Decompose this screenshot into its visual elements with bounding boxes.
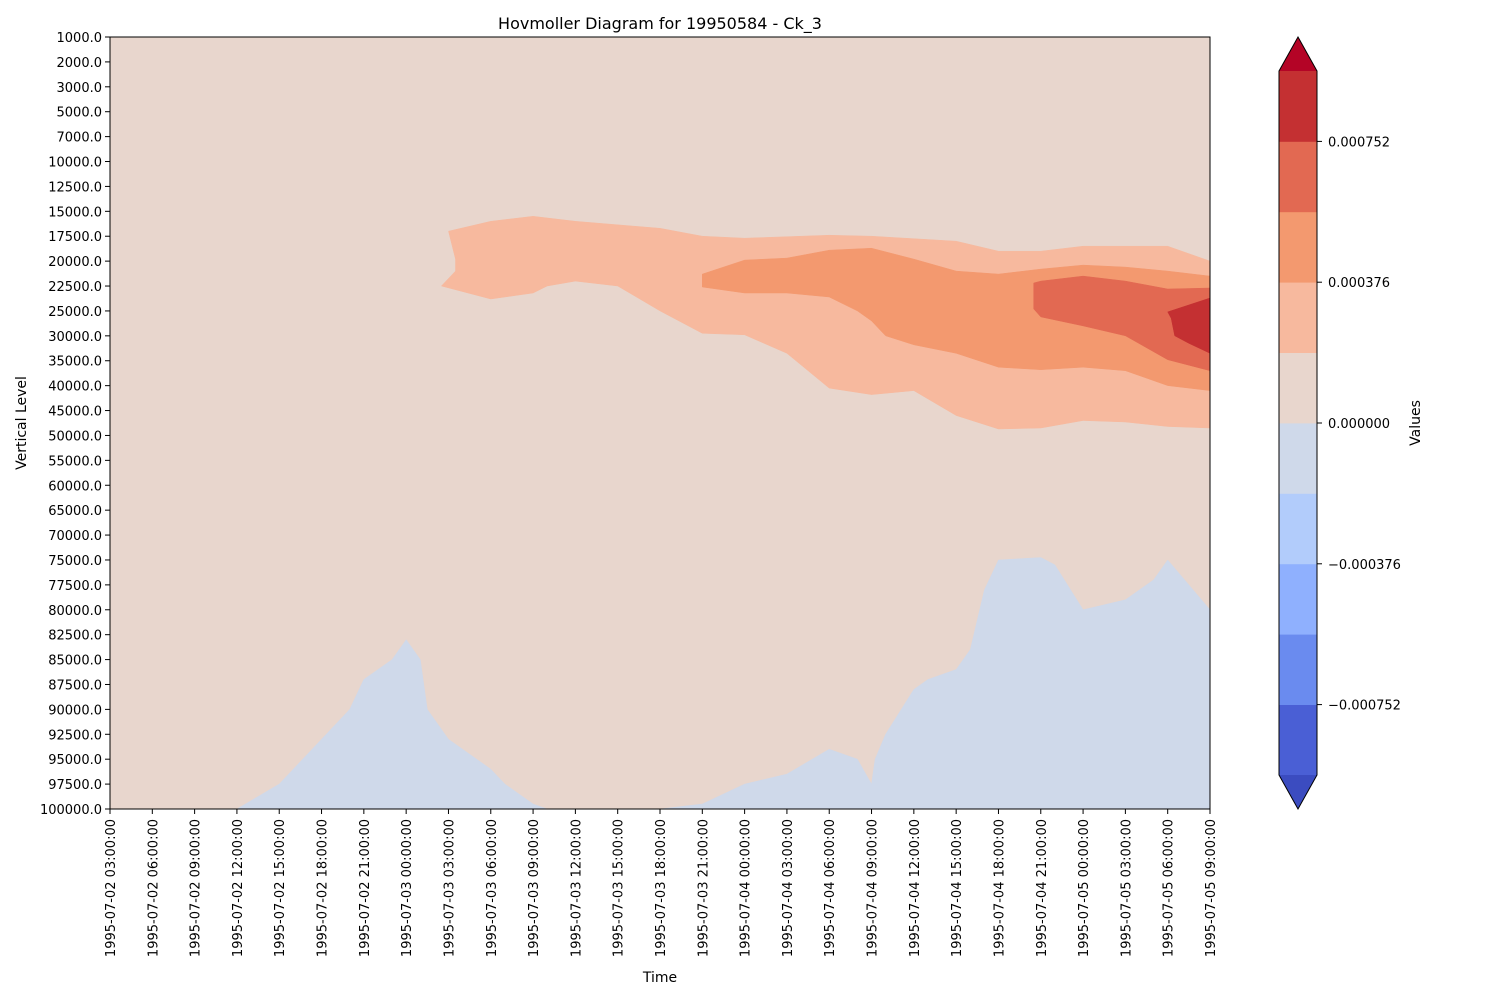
colorbar-tick-label: 0.000376 (1328, 276, 1390, 291)
y-tick-label: 92500.0 (48, 728, 102, 743)
y-tick-label: 45000.0 (48, 405, 102, 420)
x-tick-label: 1995-07-03 00:00:00 (400, 819, 415, 957)
y-tick-label: 10000.0 (48, 156, 102, 171)
y-tick-label: 7000.0 (57, 131, 103, 146)
y-tick-label: 80000.0 (48, 604, 102, 619)
x-tick-label: 1995-07-02 12:00:00 (231, 819, 246, 957)
x-tick-label: 1995-07-03 18:00:00 (654, 819, 669, 957)
y-tick-label: 22500.0 (48, 280, 102, 295)
x-tick-label: 1995-07-04 21:00:00 (1035, 819, 1050, 957)
x-tick-label: 1995-07-03 03:00:00 (442, 819, 457, 957)
chart-title: Hovmoller Diagram for 19950584 - Ck_3 (498, 14, 822, 34)
x-tick-label: 1995-07-02 03:00:00 (104, 819, 119, 957)
x-tick-label: 1995-07-04 03:00:00 (781, 819, 796, 957)
colorbar-band (1279, 634, 1317, 705)
y-tick-label: 25000.0 (48, 305, 102, 320)
x-tick-label: 1995-07-05 03:00:00 (1119, 819, 1134, 957)
x-tick-label: 1995-07-02 15:00:00 (273, 819, 288, 957)
y-tick-label: 95000.0 (48, 753, 102, 768)
x-tick-label: 1995-07-03 21:00:00 (696, 819, 711, 957)
y-tick-label: 77500.0 (48, 579, 102, 594)
colorbar-extend-max (1279, 37, 1317, 71)
y-axis: 1000.0 2000.0 3000.0 5000.0 7000.0 10000.0 125… (40, 31, 110, 818)
colorbar-label: Values (1408, 400, 1424, 446)
y-tick-label: 40000.0 (48, 380, 102, 395)
y-tick-label: 12500.0 (48, 180, 102, 195)
colorbar-tick-label: 0.000000 (1328, 417, 1390, 432)
x-tick-label: 1995-07-03 15:00:00 (612, 819, 627, 957)
x-tick-label: 1995-07-02 21:00:00 (358, 819, 373, 957)
y-tick-label: 75000.0 (48, 554, 102, 569)
x-tick-label: 1995-07-02 09:00:00 (189, 819, 204, 957)
x-tick-label: 1995-07-05 09:00:00 (1204, 819, 1219, 957)
x-tick-label: 1995-07-02 18:00:00 (316, 819, 331, 957)
y-tick-label: 3000.0 (57, 81, 103, 96)
y-tick-label: 90000.0 (48, 703, 102, 718)
y-tick-label: 30000.0 (48, 330, 102, 345)
y-tick-label: 50000.0 (48, 429, 102, 444)
x-tick-label: 1995-07-04 09:00:00 (866, 819, 881, 957)
x-tick-label: 1995-07-03 09:00:00 (527, 819, 542, 957)
y-tick-label: 17500.0 (48, 230, 102, 245)
y-tick-label: 100000.0 (40, 803, 102, 818)
colorbar: 0.000752 0.000376 0.000000 −0.000376 −0.0007… (1278, 35, 1401, 811)
colorbar-band (1279, 352, 1317, 424)
x-tick-label: 1995-07-03 12:00:00 (569, 819, 584, 957)
y-tick-label: 35000.0 (48, 355, 102, 370)
y-tick-label: 70000.0 (48, 529, 102, 544)
colorbar-tick-label: −0.000376 (1328, 558, 1401, 573)
x-tick-label: 1995-07-04 18:00:00 (992, 819, 1007, 957)
x-tick-label: 1995-07-04 00:00:00 (739, 819, 754, 957)
y-tick-label: 60000.0 (48, 479, 102, 494)
y-tick-label: 5000.0 (57, 106, 103, 121)
colorbar-outline (1278, 35, 1318, 811)
y-tick-label: 87500.0 (48, 678, 102, 693)
x-tick-label: 1995-07-03 06:00:00 (485, 819, 500, 957)
colorbar-tick-label: 0.000752 (1328, 135, 1390, 150)
y-tick-label: 97500.0 (48, 778, 102, 793)
contour-negative-level-1 (235, 557, 1211, 810)
colorbar-tick-label: −0.000752 (1328, 699, 1401, 714)
colorbar-band (1279, 141, 1317, 213)
y-tick-label: 65000.0 (48, 504, 102, 519)
colorbar-band (1279, 282, 1317, 353)
y-tick-label: 2000.0 (57, 56, 103, 71)
y-tick-label: 55000.0 (48, 454, 102, 469)
contour-regions (235, 216, 1211, 810)
x-tick-label: 1995-07-04 12:00:00 (908, 819, 923, 957)
y-tick-label: 1000.0 (57, 31, 103, 46)
colorbar-band (1279, 211, 1317, 283)
colorbar-band (1279, 493, 1317, 565)
x-tick-label: 1995-07-05 06:00:00 (1162, 819, 1177, 957)
y-tick-label: 82500.0 (48, 629, 102, 644)
contour-positive-level-1 (440, 216, 1211, 430)
y-tick-label: 20000.0 (48, 255, 102, 270)
x-axis-label: Time (642, 970, 677, 986)
colorbar-band (1279, 704, 1317, 776)
x-axis: 1995-07-02 03:00:00 1995-07-02 06:00:00 19… (104, 809, 1219, 957)
y-tick-label: 15000.0 (48, 205, 102, 220)
x-tick-label: 1995-07-04 15:00:00 (950, 819, 965, 957)
x-tick-label: 1995-07-02 06:00:00 (146, 819, 161, 957)
colorbar-extend-min (1279, 775, 1317, 809)
colorbar-band (1279, 563, 1317, 635)
y-tick-label: 85000.0 (48, 654, 102, 669)
colorbar-band (1279, 423, 1317, 494)
y-axis-label: Vertical Level (14, 376, 30, 470)
x-tick-label: 1995-07-05 00:00:00 (1077, 819, 1092, 957)
plot-area (109, 36, 1211, 810)
colorbar-band (1279, 71, 1317, 142)
x-tick-label: 1995-07-04 06:00:00 (823, 819, 838, 957)
